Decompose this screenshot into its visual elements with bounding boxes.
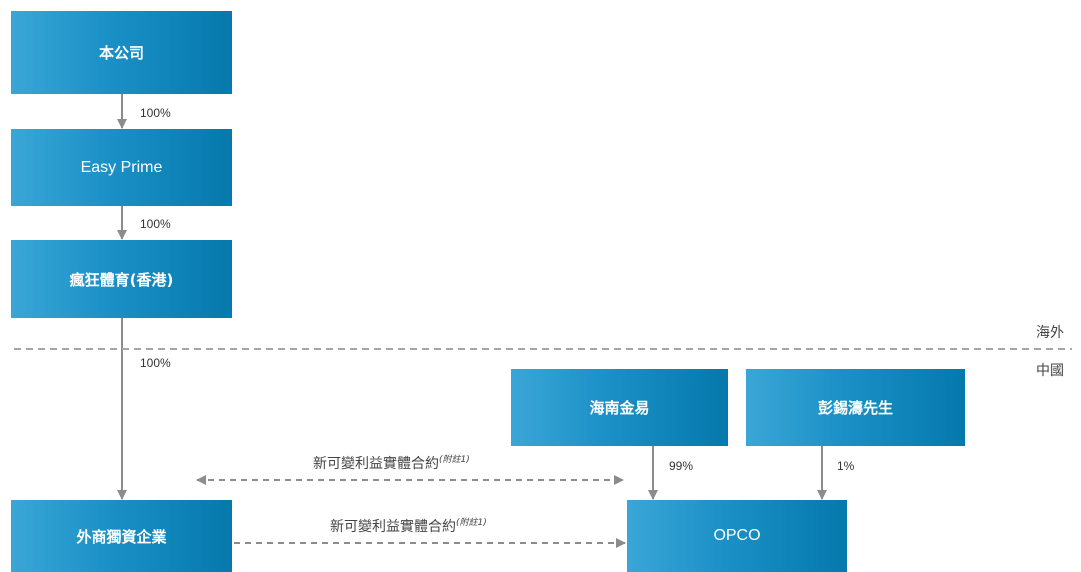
entity-hainan-jinyi: 海南金易 — [511, 369, 728, 446]
region-label-offshore: 海外 — [1036, 325, 1064, 341]
entity-company: 本公司 — [11, 11, 232, 94]
contract-label-upper: 新可變利益實體合約(附註1) — [313, 452, 470, 473]
ownership-label-hk-wfoe: 100% — [140, 356, 171, 370]
entity-mr-peng: 彭錫濤先生 — [746, 369, 965, 446]
entity-easy-prime: Easy Prime — [11, 129, 232, 206]
contract-upper-text: 新可變利益實體合約 — [313, 456, 439, 472]
entity-opco: OPCO — [627, 500, 847, 572]
contract-lower-text: 新可變利益實體合約 — [330, 519, 456, 535]
entity-wfoe: 外商獨資企業 — [11, 500, 232, 572]
ownership-label-easy-prime-hk: 100% — [140, 217, 171, 231]
contract-upper-note: (附註1) — [439, 455, 470, 465]
ownership-label-company-easy-prime: 100% — [140, 106, 171, 120]
region-label-prc: 中國 — [1036, 363, 1064, 379]
ownership-label-peng-opco: 1% — [837, 459, 855, 473]
entity-crazy-sports-hk: 瘋狂體育(香港) — [11, 240, 232, 318]
contract-lower-note: (附註1) — [456, 518, 487, 528]
ownership-label-hainan-opco: 99% — [669, 459, 694, 473]
contract-label-lower: 新可變利益實體合約(附註1) — [330, 515, 487, 536]
